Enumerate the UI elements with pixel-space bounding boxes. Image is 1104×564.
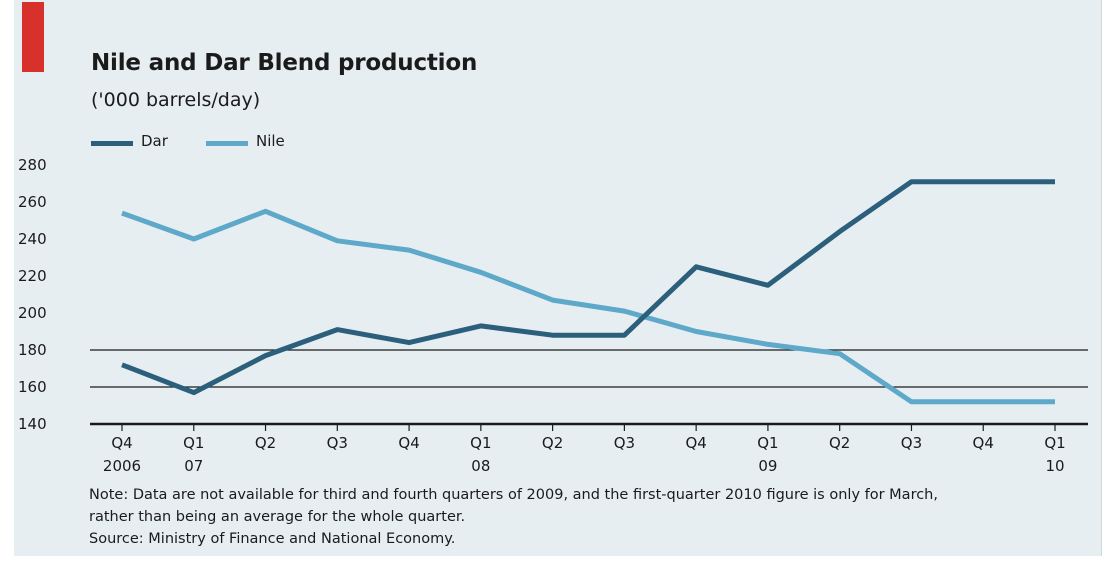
y-tick-label: 200 xyxy=(18,304,47,322)
x-tick-label: Q3 xyxy=(327,434,348,452)
x-tick-label: Q1 xyxy=(183,434,204,452)
y-tick-label: 240 xyxy=(18,230,47,248)
x-tick-label: Q3 xyxy=(901,434,922,452)
y-tick-label: 180 xyxy=(18,341,47,359)
y-tick-label: 160 xyxy=(18,378,47,396)
x-tick-label: Q2 xyxy=(255,434,276,452)
legend-swatch-dar xyxy=(91,141,133,146)
y-tick-label: 260 xyxy=(18,193,47,211)
x-tick-label: Q1 xyxy=(470,434,491,452)
legend-label-dar: Dar xyxy=(141,132,168,150)
legend-label-nile: Nile xyxy=(256,132,285,150)
legend-item-nile: Nile xyxy=(206,132,316,152)
x-tick-year-label: 09 xyxy=(758,457,777,475)
x-tick-label: Q4 xyxy=(111,434,132,452)
x-tick-label: Q2 xyxy=(829,434,850,452)
chart-note: Note: Data are not available for third a… xyxy=(89,484,1079,550)
x-tick-label: Q2 xyxy=(542,434,563,452)
x-tick-label: Q4 xyxy=(973,434,994,452)
x-tick-label: Q1 xyxy=(757,434,778,452)
series-line-nile xyxy=(121,208,1055,405)
note-line-2: rather than being an average for the who… xyxy=(89,509,466,525)
chart-subtitle: ('000 barrels/day) xyxy=(91,89,261,111)
legend-swatch-nile xyxy=(206,141,248,146)
legend-item-dar: Dar xyxy=(91,132,201,152)
y-tick-label: 280 xyxy=(18,156,47,174)
y-tick-label: 140 xyxy=(18,415,47,433)
x-tick-year-label: 08 xyxy=(471,457,490,475)
x-tick-year-label: 07 xyxy=(184,457,203,475)
note-line-3: Source: Ministry of Finance and National… xyxy=(89,531,456,547)
x-tick-label: Q4 xyxy=(685,434,706,452)
x-tick-label: Q3 xyxy=(614,434,635,452)
x-tick-label: Q1 xyxy=(1044,434,1065,452)
chart-title: Nile and Dar Blend production xyxy=(91,50,478,76)
accent-tab xyxy=(22,2,44,72)
chart-card xyxy=(14,0,1102,556)
x-tick-label: Q4 xyxy=(398,434,419,452)
note-line-1: Note: Data are not available for third a… xyxy=(89,487,938,503)
x-tick-year-label: 10 xyxy=(1045,457,1064,475)
y-tick-label: 220 xyxy=(18,267,47,285)
series-line-dar xyxy=(121,179,1055,396)
x-tick-year-label: 2006 xyxy=(103,457,141,475)
